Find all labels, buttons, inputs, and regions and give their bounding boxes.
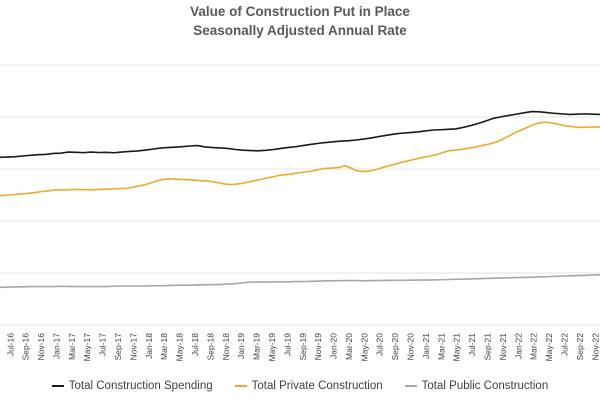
x-tick-label: May-22 [544,333,554,362]
series-line-public [0,274,600,289]
x-tick-label: Jul-22 [559,333,569,356]
x-tick-label: Sep-18 [205,333,215,361]
series-line-total [0,110,600,159]
x-tick-label: Nov-21 [498,333,508,361]
x-tick-label: May-19 [267,333,277,362]
x-tick-label: Jul-18 [190,333,200,356]
x-tick-label: Jan-20 [329,333,339,359]
x-tick-label: Nov-17 [128,333,138,361]
x-tick-label: May-17 [82,333,92,362]
legend-swatch-public [404,385,417,387]
legend-label-total: Total Construction Spending [68,380,213,392]
x-tick-label: Mar-21 [436,333,446,360]
chart-title: Value of Construction Put in Place [190,4,410,19]
x-tick-label: Jul-19 [282,333,292,356]
chart-legend: Total Construction Spending Total Privat… [0,380,600,392]
series-line-private [0,121,600,197]
x-tick-label: May-18 [175,333,185,362]
legend-swatch-private [234,385,247,387]
x-tick-label: Mar-19 [252,333,262,360]
x-tick-label: Nov-20 [406,333,416,361]
x-tick-label: Jan-17 [51,333,61,359]
legend-label-public: Total Public Construction [421,380,549,392]
x-tick-label: Mar-17 [67,333,77,360]
chart-title-block: Value of Construction Put in Place Seaso… [0,2,600,40]
x-tick-label: May-21 [452,333,462,362]
x-tick-label: Jan-18 [144,333,154,359]
x-tick-label: Jan-21 [421,333,431,359]
x-tick-label: Jul-16 [5,333,15,356]
x-tick-label: Nov-16 [36,333,46,361]
x-tick-label: Sep-17 [113,333,123,361]
x-tick-label: May-20 [359,333,369,362]
legend-item-private: Total Private Construction [234,380,383,392]
chart-subtitle: Seasonally Adjusted Annual Rate [193,23,407,38]
x-tick-label: Mar-20 [344,333,354,360]
x-tick-label: Jan-22 [513,333,523,359]
x-tick-label: Sep-19 [298,333,308,361]
x-tick-label: Nov-18 [221,333,231,361]
x-tick-label: Nov-22 [590,333,600,361]
x-tick-label: Jul-17 [98,333,108,356]
x-tick-label: Mar-22 [529,333,539,360]
legend-label-private: Total Private Construction [251,380,383,392]
x-tick-label: Sep-22 [575,333,585,361]
legend-item-public: Total Public Construction [404,380,549,392]
x-tick-label: Sep-16 [21,333,31,361]
x-tick-label: Sep-21 [482,333,492,361]
x-tick-label: Sep-20 [390,333,400,361]
legend-swatch-total [51,385,64,387]
x-tick-label: Nov-19 [313,333,323,361]
x-tick-label: Mar-18 [159,333,169,360]
legend-item-total: Total Construction Spending [51,380,213,392]
x-tick-label: Jan-19 [236,333,246,359]
x-tick-label: Jul-20 [375,333,385,356]
x-tick-label: Jul-21 [467,333,477,356]
